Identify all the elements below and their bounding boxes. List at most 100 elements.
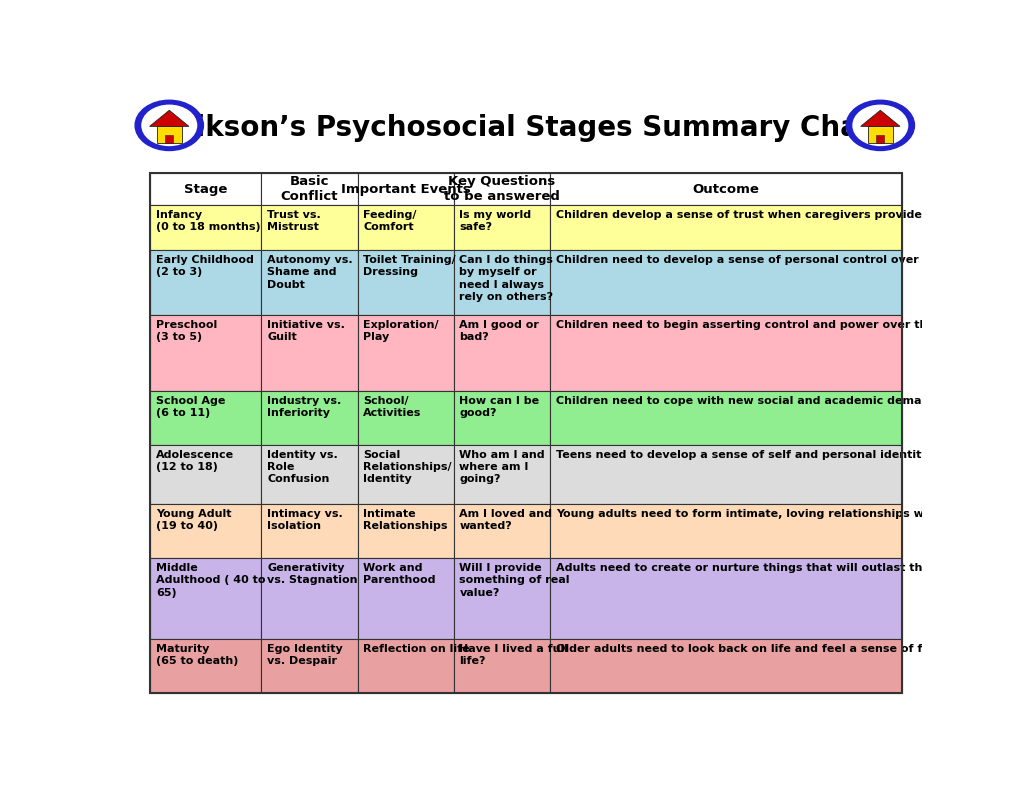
Text: Children need to cope with new social and academic demands. Success leads to a s: Children need to cope with new social an… <box>556 396 1024 406</box>
Bar <box>151 173 261 205</box>
Text: Intimacy vs.
Isolation: Intimacy vs. Isolation <box>267 509 343 532</box>
Bar <box>261 504 357 558</box>
Text: Young Adult
(19 to 40): Young Adult (19 to 40) <box>156 509 231 532</box>
Bar <box>550 639 902 693</box>
Text: Teens need to develop a sense of self and personal identity. Success leads to an: Teens need to develop a sense of self an… <box>556 449 1024 460</box>
Text: Adolescence
(12 to 18): Adolescence (12 to 18) <box>156 449 233 472</box>
Ellipse shape <box>853 105 907 146</box>
Text: Early Childhood
(2 to 3): Early Childhood (2 to 3) <box>156 255 254 278</box>
Text: Maturity
(65 to death): Maturity (65 to death) <box>156 644 239 667</box>
Ellipse shape <box>846 100 914 150</box>
Bar <box>877 135 885 143</box>
Text: Toilet Training/
Dressing: Toilet Training/ Dressing <box>364 255 456 278</box>
Text: Social
Relationships/
Identity: Social Relationships/ Identity <box>364 449 452 484</box>
Bar <box>550 558 902 639</box>
Bar <box>868 127 893 143</box>
Text: School/
Activities: School/ Activities <box>364 396 422 418</box>
Text: Young adults need to form intimate, loving relationships with other people. Succ: Young adults need to form intimate, lovi… <box>556 509 1024 519</box>
Bar <box>357 639 454 693</box>
Text: Can I do things
by myself or
need I always
rely on others?: Can I do things by myself or need I alwa… <box>460 255 554 302</box>
Bar <box>357 173 454 205</box>
Bar <box>151 173 902 693</box>
Bar <box>550 205 902 250</box>
Bar <box>151 558 261 639</box>
Text: Autonomy vs.
Shame and
Doubt: Autonomy vs. Shame and Doubt <box>267 255 352 290</box>
Text: Generativity
vs. Stagnation: Generativity vs. Stagnation <box>267 562 357 585</box>
Text: Older adults need to look back on life and feel a sense of fulfillment. Success : Older adults need to look back on life a… <box>556 644 1024 654</box>
Bar <box>550 173 902 205</box>
Text: Trust vs.
Mistrust: Trust vs. Mistrust <box>267 210 321 233</box>
Bar <box>454 445 550 504</box>
Text: Exploration/
Play: Exploration/ Play <box>364 320 439 343</box>
Bar <box>357 250 454 315</box>
Bar <box>454 315 550 391</box>
Text: Stage: Stage <box>184 183 227 195</box>
Ellipse shape <box>135 100 204 150</box>
Text: Important Events: Important Events <box>341 183 471 195</box>
Bar <box>151 205 261 250</box>
Bar <box>454 173 550 205</box>
Text: Ego Identity
vs. Despair: Ego Identity vs. Despair <box>267 644 343 667</box>
Bar <box>151 250 261 315</box>
Bar <box>151 504 261 558</box>
Text: Basic
Conflict: Basic Conflict <box>281 175 338 203</box>
Bar <box>151 639 261 693</box>
Bar <box>357 391 454 445</box>
Bar <box>261 173 357 205</box>
Polygon shape <box>150 110 189 127</box>
Bar <box>261 205 357 250</box>
Bar <box>261 250 357 315</box>
Bar <box>357 315 454 391</box>
Text: Feeding/
Comfort: Feeding/ Comfort <box>364 210 417 233</box>
Text: Who am I and
where am I
going?: Who am I and where am I going? <box>460 449 545 484</box>
Text: Is my world
safe?: Is my world safe? <box>460 210 531 233</box>
Bar <box>151 445 261 504</box>
Bar <box>357 445 454 504</box>
Bar <box>261 315 357 391</box>
Bar <box>550 250 902 315</box>
Bar <box>357 504 454 558</box>
Bar <box>357 558 454 639</box>
Bar <box>454 250 550 315</box>
Text: Have I lived a full
life?: Have I lived a full life? <box>460 644 568 667</box>
Text: Initiative vs.
Guilt: Initiative vs. Guilt <box>267 320 345 343</box>
Text: School Age
(6 to 11): School Age (6 to 11) <box>156 396 225 418</box>
Text: Infancy
(0 to 18 months): Infancy (0 to 18 months) <box>156 210 260 233</box>
Bar <box>454 639 550 693</box>
Polygon shape <box>860 110 900 127</box>
Text: Erikson’s Psychosocial Stages Summary Chart: Erikson’s Psychosocial Stages Summary Ch… <box>164 115 886 142</box>
Text: Am I good or
bad?: Am I good or bad? <box>460 320 540 343</box>
Text: Outcome: Outcome <box>692 183 760 195</box>
Text: Work and
Parenthood: Work and Parenthood <box>364 562 435 585</box>
Bar <box>261 445 357 504</box>
Bar <box>261 558 357 639</box>
Text: Children need to begin asserting control and power over the environment. Success: Children need to begin asserting control… <box>556 320 1024 330</box>
Ellipse shape <box>142 105 197 146</box>
Bar <box>454 205 550 250</box>
Text: How can I be
good?: How can I be good? <box>460 396 540 418</box>
Bar <box>261 391 357 445</box>
Bar <box>261 639 357 693</box>
Bar <box>357 205 454 250</box>
Bar <box>550 445 902 504</box>
Text: Adults need to create or nurture things that will outlast them, often by having : Adults need to create or nurture things … <box>556 562 1024 573</box>
Text: Am I loved and
wanted?: Am I loved and wanted? <box>460 509 552 532</box>
Text: Middle
Adulthood ( 40 to
65): Middle Adulthood ( 40 to 65) <box>156 562 265 597</box>
Text: Will I provide
something of real
value?: Will I provide something of real value? <box>460 562 570 597</box>
Text: Preschool
(3 to 5): Preschool (3 to 5) <box>156 320 217 343</box>
Bar <box>454 391 550 445</box>
Text: Reflection on life: Reflection on life <box>364 644 470 654</box>
Bar <box>151 391 261 445</box>
Text: Intimate
Relationships: Intimate Relationships <box>364 509 447 532</box>
Text: Identity vs.
Role
Confusion: Identity vs. Role Confusion <box>267 449 338 484</box>
Bar <box>151 315 261 391</box>
Bar <box>550 504 902 558</box>
Text: Key Questions
to be answered: Key Questions to be answered <box>444 175 560 203</box>
Bar <box>165 135 173 143</box>
Bar <box>454 558 550 639</box>
Text: Children develop a sense of trust when caregivers provide reliability, care and : Children develop a sense of trust when c… <box>556 210 1024 220</box>
Text: Children need to develop a sense of personal control over physical skills and a : Children need to develop a sense of pers… <box>556 255 1024 265</box>
Bar <box>157 127 181 143</box>
Bar <box>550 315 902 391</box>
Bar <box>550 391 902 445</box>
